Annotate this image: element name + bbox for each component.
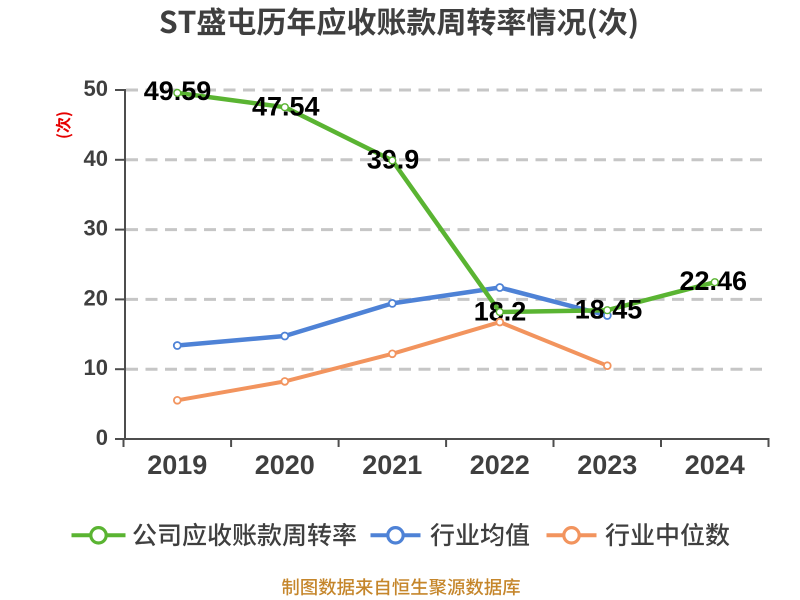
svg-text:2020: 2020	[255, 450, 315, 480]
svg-text:2023: 2023	[577, 450, 637, 480]
svg-text:10: 10	[84, 355, 108, 380]
svg-text:20: 20	[84, 285, 108, 310]
svg-text:2022: 2022	[470, 450, 530, 480]
svg-text:2021: 2021	[362, 450, 422, 480]
svg-text:2019: 2019	[147, 450, 207, 480]
svg-text:2024: 2024	[685, 450, 745, 480]
svg-text:40: 40	[84, 146, 108, 171]
svg-text:30: 30	[84, 216, 108, 241]
svg-text:50: 50	[84, 76, 108, 101]
svg-text:0: 0	[96, 425, 108, 450]
